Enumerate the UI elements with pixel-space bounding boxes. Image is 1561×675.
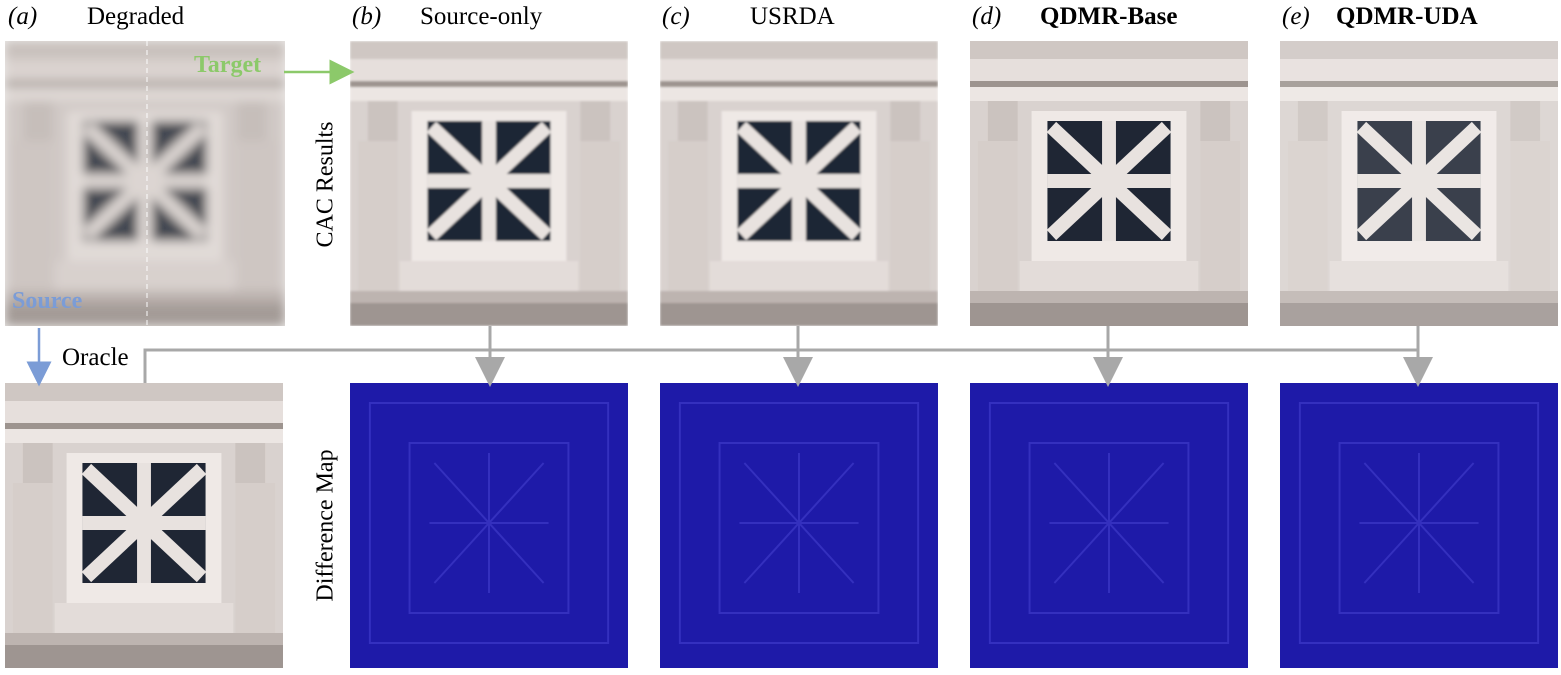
column-letter-c: (c) [662, 3, 690, 30]
result-image-qdmr-uda [1280, 41, 1558, 326]
column-header-a: (a) [8, 2, 37, 32]
oracle-label: Oracle [62, 344, 129, 371]
oracle-connector [143, 348, 1418, 383]
column-letter-b: (b) [352, 3, 382, 30]
column-title-qdmr-base: QDMR-Base [1040, 3, 1178, 30]
row-label-difference-map: Difference Map [312, 449, 339, 602]
column-letter-d: (d) [972, 3, 1002, 30]
source-tag: Source [12, 288, 83, 314]
column-letter: (a) [8, 3, 38, 30]
degraded-image [5, 41, 285, 326]
column-letter-e: (e) [1282, 3, 1310, 30]
column-title-usrda: USRDA [750, 3, 835, 30]
column-title-degraded: Degraded [87, 3, 185, 30]
row-label-cac-results: CAC Results [312, 121, 339, 248]
column-title-qdmr-uda: QDMR-UDA [1336, 3, 1478, 30]
target-tag: Target [194, 52, 262, 78]
column-title-source-only: Source-only [420, 3, 543, 30]
